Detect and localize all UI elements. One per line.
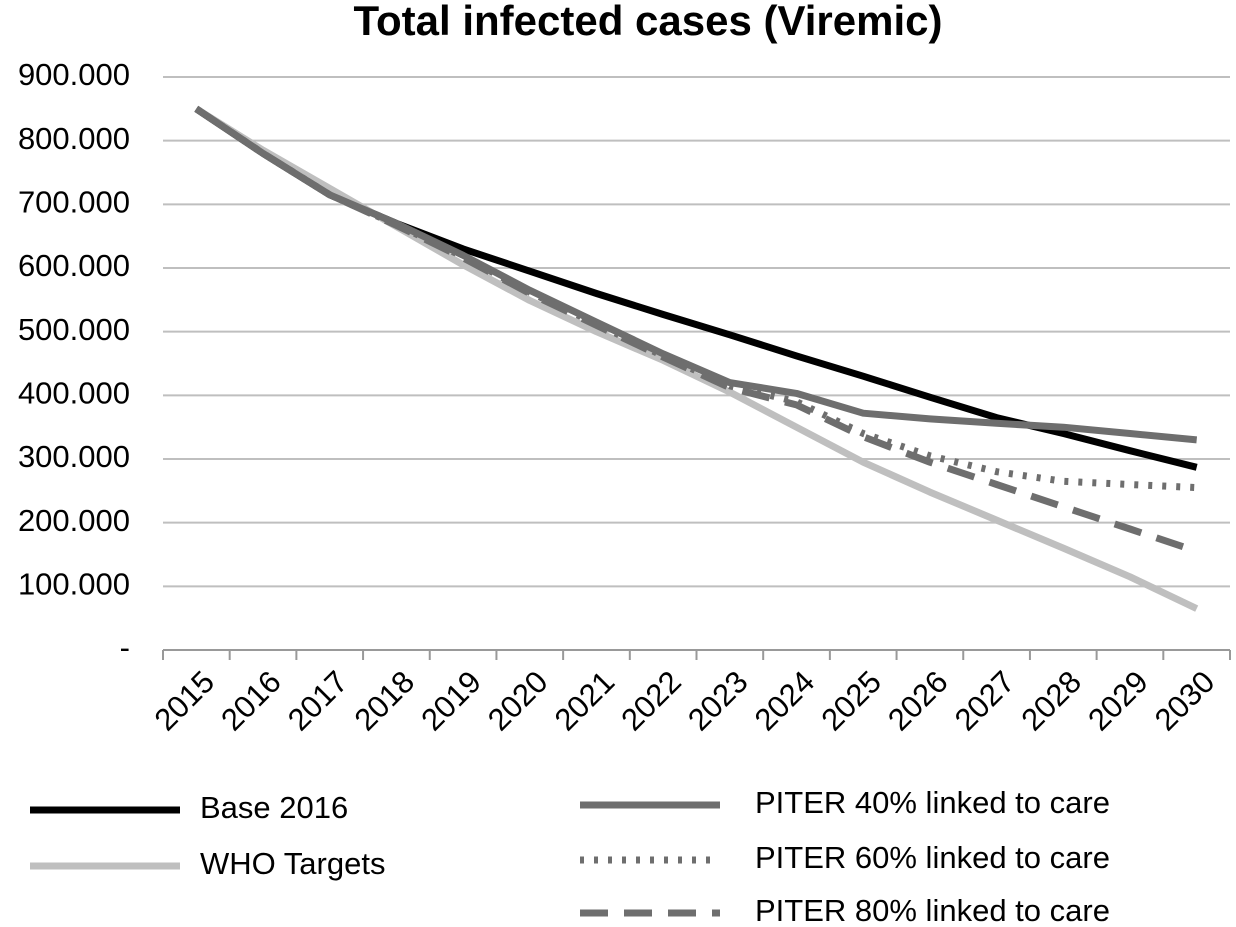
x-tick-label: 2018 xyxy=(348,664,422,738)
x-tick-label: 2030 xyxy=(1148,664,1222,738)
legend-label: WHO Targets xyxy=(200,846,385,881)
x-tick-label: 2022 xyxy=(614,664,688,738)
x-tick-label: 2027 xyxy=(948,664,1022,738)
legend-label: PITER 80% linked to care xyxy=(755,893,1110,927)
series-line xyxy=(194,105,1198,444)
y-tick-label: 800.000 xyxy=(18,121,130,156)
x-tick-label: 2029 xyxy=(1081,664,1155,738)
x-tick-label: 2026 xyxy=(881,664,955,738)
x-tick-label: 2015 xyxy=(148,664,222,738)
x-tick-label: 2020 xyxy=(481,664,555,738)
series-line xyxy=(194,105,1198,555)
legend-label: Base 2016 xyxy=(200,790,348,825)
x-tick-label: 2017 xyxy=(281,664,355,738)
x-tick-label: 2019 xyxy=(414,664,488,738)
legend-label: PITER 60% linked to care xyxy=(755,840,1110,875)
x-tick-label: 2028 xyxy=(1015,664,1089,738)
chart-title: Total infected cases (Viremic) xyxy=(353,0,942,44)
x-tick-label: 2021 xyxy=(548,664,622,738)
y-tick-label: 500.000 xyxy=(18,312,130,347)
y-tick-label: 100.000 xyxy=(18,567,130,602)
y-tick-label: 700.000 xyxy=(18,185,130,220)
y-tick-label: 600.000 xyxy=(18,248,130,283)
x-tick-label: 2023 xyxy=(681,664,755,738)
legend-label: PITER 40% linked to care xyxy=(755,785,1110,820)
x-tick-label: 2016 xyxy=(214,664,288,738)
y-tick-label: 900.000 xyxy=(18,57,130,92)
x-tick-label: 2024 xyxy=(748,664,822,738)
series-line xyxy=(194,105,1199,612)
y-tick-label: 300.000 xyxy=(18,439,130,474)
y-tick-label: - xyxy=(120,630,130,665)
series-line xyxy=(194,105,1198,471)
y-tick-label: 200.000 xyxy=(18,503,130,538)
y-tick-label: 400.000 xyxy=(18,376,130,411)
x-tick-label: 2025 xyxy=(814,664,888,738)
